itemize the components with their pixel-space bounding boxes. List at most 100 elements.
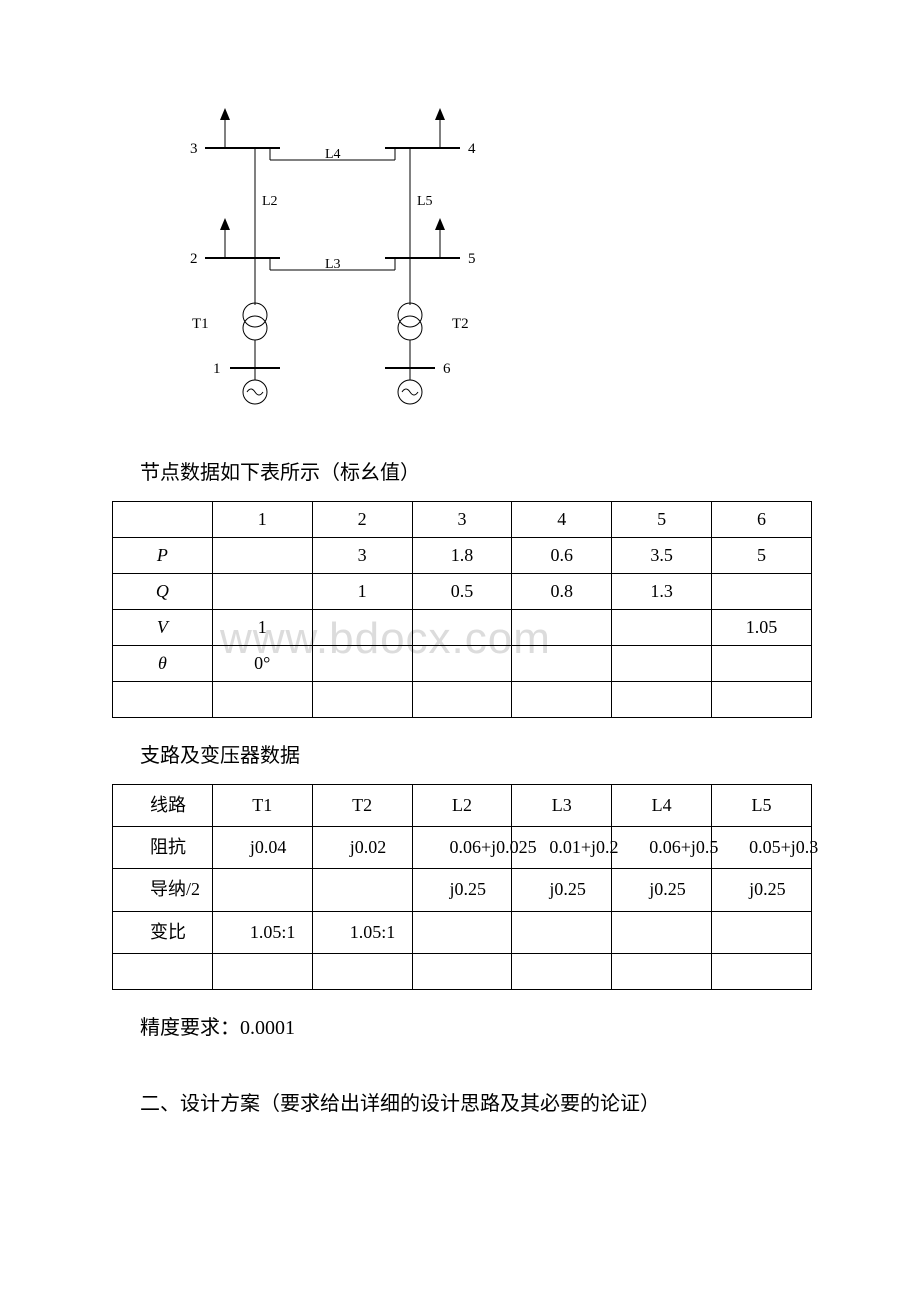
table-cell [412, 646, 512, 682]
table-row: 变比 1.05:1 1.05:1 [113, 911, 812, 953]
node-1-label: 1 [213, 361, 221, 377]
table-cell [612, 646, 712, 682]
table-header-cell: 5 [612, 502, 712, 538]
table-cell [212, 869, 312, 911]
table-cell [113, 682, 213, 718]
table-row: θ 0° [113, 646, 812, 682]
table-row [113, 682, 812, 718]
table-row: 导纳/2 j0.25 j0.25 j0.25 j0.25 [113, 869, 812, 911]
node-6-label: 6 [443, 361, 451, 377]
table-cell [612, 953, 712, 989]
row-label: P [113, 538, 213, 574]
precision-text: 精度要求：0.0001 [140, 1010, 820, 1046]
table-cell [612, 610, 712, 646]
table-cell: j0.02 [312, 827, 412, 869]
table-cell: j0.25 [412, 869, 512, 911]
table-cell [312, 646, 412, 682]
transformer-t1-label: T1 [192, 316, 209, 332]
table-cell: 0.8 [512, 574, 612, 610]
table-header-cell: L2 [412, 785, 512, 827]
table-header-cell: T1 [212, 785, 312, 827]
table-cell: 1.05:1 [312, 911, 412, 953]
row-label: θ [113, 646, 213, 682]
table-cell [612, 682, 712, 718]
line-l3-label: L3 [325, 257, 341, 272]
line-l2-label: L2 [262, 194, 278, 209]
table-cell [712, 574, 812, 610]
row-label: 阻抗 [113, 827, 213, 869]
table-cell [512, 682, 612, 718]
table-cell [113, 953, 213, 989]
table-cell [412, 911, 512, 953]
table-cell [712, 953, 812, 989]
table-cell: 3 [312, 538, 412, 574]
table-header-cell: 线路 [113, 785, 213, 827]
node-4-label: 4 [468, 141, 476, 157]
table2-caption: 支路及变压器数据 [140, 738, 820, 774]
table-cell [212, 574, 312, 610]
table-header-cell: 3 [412, 502, 512, 538]
node-2-label: 2 [190, 251, 198, 267]
table-cell [312, 953, 412, 989]
table-cell [512, 911, 612, 953]
table-cell [212, 953, 312, 989]
table-cell: 0.5 [412, 574, 512, 610]
transformer-t2-label: T2 [452, 316, 469, 332]
row-label: Q [113, 574, 213, 610]
table-cell [412, 682, 512, 718]
node-5-label: 5 [468, 251, 476, 267]
table-header-row: 1 2 3 4 5 6 [113, 502, 812, 538]
table-cell [712, 646, 812, 682]
table-header-cell: T2 [312, 785, 412, 827]
table-row [113, 953, 812, 989]
table-cell: 5 [712, 538, 812, 574]
table-cell [312, 682, 412, 718]
table-header-cell: 4 [512, 502, 612, 538]
row-label: 变比 [113, 911, 213, 953]
table-header-cell: 1 [212, 502, 312, 538]
table-row: V 1 1.05 [113, 610, 812, 646]
table-cell [212, 682, 312, 718]
circuit-diagram: 3 4 2 5 1 6 L2 L3 L4 L5 T1 T2 [150, 100, 820, 425]
table-header-cell: L5 [712, 785, 812, 827]
table-cell: j0.25 [612, 869, 712, 911]
section2-title: 二、设计方案（要求给出详细的设计思路及其必要的论证） [140, 1086, 820, 1122]
table-header-cell: 6 [712, 502, 812, 538]
table-cell: 0.05+j0.3 [712, 827, 812, 869]
table-cell: 0.06+j0.025 [412, 827, 512, 869]
table-cell [712, 682, 812, 718]
diagram-svg: 3 4 2 5 1 6 L2 L3 L4 L5 T1 T2 [150, 100, 490, 420]
table-row: Q 1 0.5 0.8 1.3 [113, 574, 812, 610]
table-header-cell [113, 502, 213, 538]
branch-data-table: 线路 T1 T2 L2 L3 L4 L5 阻抗 j0.04 j0.02 0.06… [112, 784, 812, 990]
table-cell [212, 538, 312, 574]
table-cell: 1.3 [612, 574, 712, 610]
table-cell [512, 610, 612, 646]
table-cell: 1 [312, 574, 412, 610]
table-cell: j0.25 [512, 869, 612, 911]
table-header-cell: L3 [512, 785, 612, 827]
table-header-row: 线路 T1 T2 L2 L3 L4 L5 [113, 785, 812, 827]
table-header-cell: L4 [612, 785, 712, 827]
table-cell [312, 869, 412, 911]
table-cell: 0° [212, 646, 312, 682]
table-cell: 1 [212, 610, 312, 646]
table-row: 阻抗 j0.04 j0.02 0.06+j0.025 0.01+j0.2 0.0… [113, 827, 812, 869]
table-cell: 1.8 [412, 538, 512, 574]
line-l4-label: L4 [325, 147, 341, 162]
node-data-table: 1 2 3 4 5 6 P 3 1.8 0.6 3.5 5 Q 1 0.5 0.… [112, 501, 812, 718]
table1-caption: 节点数据如下表所示（标幺值） [140, 455, 820, 491]
table-row: P 3 1.8 0.6 3.5 5 [113, 538, 812, 574]
row-label: 导纳/2 [113, 869, 213, 911]
table-cell [712, 911, 812, 953]
table-cell [412, 610, 512, 646]
table-cell: 3.5 [612, 538, 712, 574]
table-cell: j0.25 [712, 869, 812, 911]
table-cell [312, 610, 412, 646]
table-header-cell: 2 [312, 502, 412, 538]
table-cell [612, 911, 712, 953]
row-label: V [113, 610, 213, 646]
table-cell: 1.05 [712, 610, 812, 646]
table-cell: 0.6 [512, 538, 612, 574]
table-cell: 1.05:1 [212, 911, 312, 953]
